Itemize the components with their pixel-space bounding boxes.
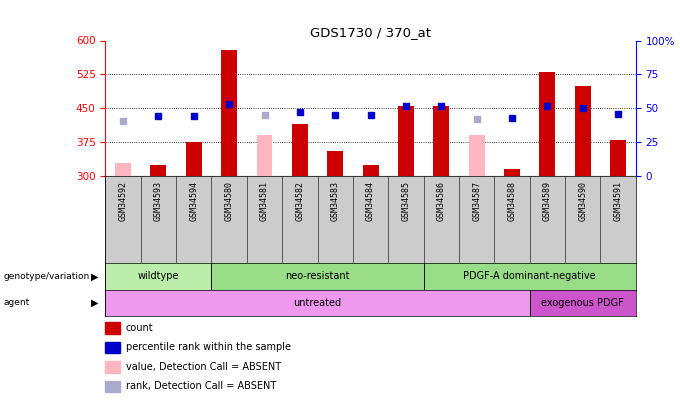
Text: GSM34590: GSM34590 [578, 181, 588, 221]
Title: GDS1730 / 370_at: GDS1730 / 370_at [310, 26, 431, 39]
Text: GSM34593: GSM34593 [154, 181, 163, 221]
Bar [256, 136, 273, 176]
Bar [610, 140, 626, 176]
Text: ▶: ▶ [91, 298, 99, 308]
Text: value, Detection Call = ABSENT: value, Detection Call = ABSENT [126, 362, 281, 372]
Bar [211, 263, 424, 290]
Bar [504, 169, 520, 176]
Text: rank, Detection Call = ABSENT: rank, Detection Call = ABSENT [126, 382, 276, 391]
Text: GSM34591: GSM34591 [613, 181, 623, 221]
Text: genotype/variation: genotype/variation [3, 272, 90, 281]
Text: GSM34587: GSM34587 [472, 181, 481, 221]
Bar [115, 163, 131, 176]
Bar [398, 106, 414, 176]
Bar [186, 142, 202, 176]
Text: GSM34582: GSM34582 [295, 181, 305, 221]
Bar [221, 49, 237, 176]
Text: GSM34584: GSM34584 [366, 181, 375, 221]
Text: agent: agent [3, 298, 30, 307]
Text: ▶: ▶ [91, 271, 99, 281]
Bar [433, 106, 449, 176]
Bar [530, 290, 636, 316]
Text: GSM34585: GSM34585 [401, 181, 411, 221]
Text: exogenous PDGF: exogenous PDGF [541, 298, 624, 308]
Text: count: count [126, 323, 154, 333]
Text: GSM34586: GSM34586 [437, 181, 446, 221]
Text: GSM34592: GSM34592 [118, 181, 128, 221]
Text: wildtype: wildtype [137, 271, 180, 281]
Bar [575, 86, 591, 176]
Bar [292, 124, 308, 176]
Text: GSM34583: GSM34583 [330, 181, 340, 221]
Text: GSM34594: GSM34594 [189, 181, 199, 221]
Text: GSM34581: GSM34581 [260, 181, 269, 221]
Bar [424, 263, 636, 290]
Text: untreated: untreated [294, 298, 341, 308]
Bar [362, 165, 379, 176]
Bar [539, 72, 556, 176]
Bar [327, 151, 343, 176]
Text: percentile rank within the sample: percentile rank within the sample [126, 343, 291, 352]
Bar [469, 136, 485, 176]
Text: GSM34589: GSM34589 [543, 181, 552, 221]
Text: neo-resistant: neo-resistant [286, 271, 350, 281]
Bar [150, 165, 167, 176]
Bar [105, 290, 530, 316]
Text: GSM34580: GSM34580 [224, 181, 234, 221]
Text: PDGF-A dominant-negative: PDGF-A dominant-negative [463, 271, 596, 281]
Text: GSM34588: GSM34588 [507, 181, 517, 221]
Bar [105, 263, 211, 290]
